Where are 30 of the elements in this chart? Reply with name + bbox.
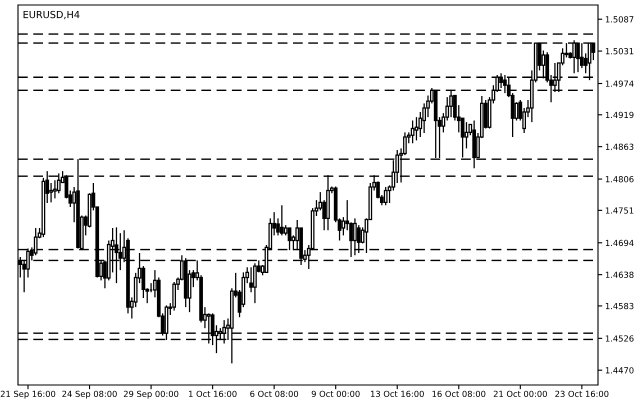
x-tick-label: 16 Oct 08:00 — [432, 390, 486, 398]
candlestick — [253, 262, 257, 304]
y-tick-label: 1.4526 — [606, 335, 634, 342]
y-tick-label: 1.4919 — [606, 112, 634, 118]
x-tick-label: 24 Sep 08:00 — [62, 390, 117, 399]
x-tick-label: 21 Sep 16:00 — [0, 390, 56, 399]
candlestick — [280, 204, 284, 236]
x-tick-label: 13 Oct 16:00 — [370, 390, 424, 398]
candlestick — [576, 42, 580, 73]
candlestick — [414, 116, 418, 142]
x-tick-label: 9 Oct 00:00 — [312, 390, 360, 398]
y-tick-label: 1.4751 — [606, 207, 634, 214]
x-tick-label: 23 Oct 16:00 — [555, 390, 608, 398]
y-tick-label: 1.5031 — [606, 48, 634, 54]
y-tick-label: 1.4974 — [606, 80, 634, 87]
text: EURUSD,H4 — [24, 10, 80, 20]
x-tick-label: 29 Sep 00:00 — [124, 390, 178, 399]
x-tick-label: 21 Oct 00:00 — [494, 390, 547, 398]
x-tick-label: 1 Oct 16:00 — [189, 390, 237, 398]
candlestick — [172, 281, 176, 312]
y-tick-label: 1.4863 — [606, 144, 634, 150]
y-tick-label: 1.5087 — [606, 16, 634, 23]
y-tick-label: 1.4694 — [606, 240, 634, 246]
candlestick — [410, 120, 414, 144]
y-tick-label: 1.4806 — [606, 176, 634, 182]
candlestick — [384, 186, 388, 206]
y-tick-label: 1.4638 — [606, 272, 634, 278]
x-tick-label: 6 Oct 08:00 — [250, 390, 298, 398]
y-tick-label: 1.4583 — [606, 302, 634, 310]
y-tick-label: 1.4470 — [606, 367, 634, 374]
